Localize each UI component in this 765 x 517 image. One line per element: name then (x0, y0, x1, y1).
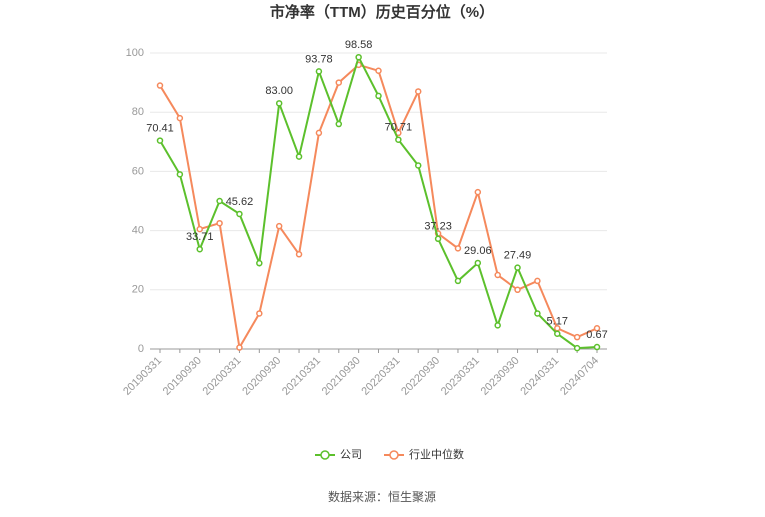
point (414, 88, 422, 95)
x-tick-label: 20230930 (479, 355, 522, 398)
point (474, 259, 482, 267)
x-tick-label: 20210930 (320, 355, 363, 398)
x-tick-label: 20210331 (280, 355, 323, 398)
point (474, 188, 482, 196)
point (275, 222, 283, 230)
point (196, 245, 203, 253)
point (156, 82, 164, 89)
point (355, 53, 362, 61)
y-tick-label: 60 (132, 165, 144, 177)
legend-label: 行业中位数 (409, 447, 464, 461)
point (216, 197, 223, 205)
legend-swatch (389, 450, 399, 460)
point (454, 245, 462, 252)
point (236, 344, 243, 351)
point (454, 277, 462, 285)
point (395, 136, 402, 143)
x-tick-label: 20200930 (240, 355, 283, 398)
point (434, 235, 442, 243)
point (534, 310, 541, 317)
point (335, 120, 343, 128)
value-label: 70.41 (146, 122, 174, 134)
x-tick-label: 20220331 (359, 355, 402, 398)
point (593, 343, 601, 351)
point (375, 92, 382, 100)
point (534, 277, 541, 285)
value-label: 70.71 (385, 122, 413, 134)
x-tick-label: 20230331 (439, 355, 482, 398)
point (295, 251, 303, 258)
value-label: 45.62 (226, 196, 254, 208)
point (315, 68, 323, 75)
point (315, 129, 323, 137)
value-label: 93.78 (305, 53, 333, 65)
point (176, 171, 184, 178)
point (414, 162, 422, 169)
point (593, 325, 601, 332)
x-tick-label: 20190930 (161, 355, 204, 398)
source: 数据来源：恒生聚源 (328, 489, 436, 504)
point (554, 330, 561, 337)
point (295, 153, 303, 160)
legend-swatch (320, 450, 330, 460)
point (335, 79, 343, 86)
point (216, 219, 223, 227)
x-tick-label: 20240331 (518, 355, 561, 398)
point (275, 100, 283, 107)
value-label: 33.71 (186, 231, 214, 243)
value-label: 27.49 (504, 250, 532, 262)
point (494, 271, 501, 279)
x-tick-label: 20240704 (558, 355, 601, 398)
x-tick-label: 20200331 (201, 355, 244, 398)
y-tick-label: 20 (132, 284, 144, 296)
legend-label: 公司 (340, 449, 362, 461)
value-label: 98.58 (345, 39, 373, 51)
point (375, 67, 382, 75)
point (573, 344, 581, 352)
point (256, 310, 263, 317)
value-label: 83.00 (265, 85, 293, 97)
value-label: 29.06 (464, 245, 492, 257)
legend-item: 公司 (315, 449, 362, 461)
point (514, 264, 521, 271)
value-label: 37.23 (424, 221, 452, 233)
legend-item: 行业中位数 (384, 447, 464, 461)
point (176, 114, 184, 122)
y-tick-label: 100 (126, 47, 144, 59)
chart-title: 市净率（TTM）历史百分位（%） (270, 3, 494, 21)
point (514, 286, 521, 294)
point (196, 225, 203, 233)
point (236, 210, 243, 218)
value-label: 0.67 (586, 329, 607, 341)
y-tick-label: 0 (138, 343, 144, 355)
point (494, 322, 501, 329)
point (573, 333, 581, 341)
value-label: 5.17 (547, 316, 568, 328)
point (156, 137, 164, 144)
x-tick-label: 20220930 (399, 355, 442, 398)
y-tick-label: 40 (132, 225, 144, 237)
point (256, 259, 263, 267)
x-tick-label: 20190331 (121, 355, 164, 398)
y-tick-label: 80 (132, 106, 144, 118)
